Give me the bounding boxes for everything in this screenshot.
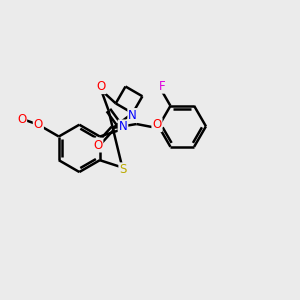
Text: F: F (159, 80, 165, 93)
Text: O: O (93, 139, 102, 152)
Text: O: O (97, 80, 106, 93)
Text: N: N (128, 109, 137, 122)
Text: S: S (119, 163, 127, 176)
Text: O: O (17, 113, 26, 126)
Text: N: N (118, 120, 127, 134)
Text: O: O (152, 118, 162, 131)
Text: O: O (34, 118, 43, 131)
